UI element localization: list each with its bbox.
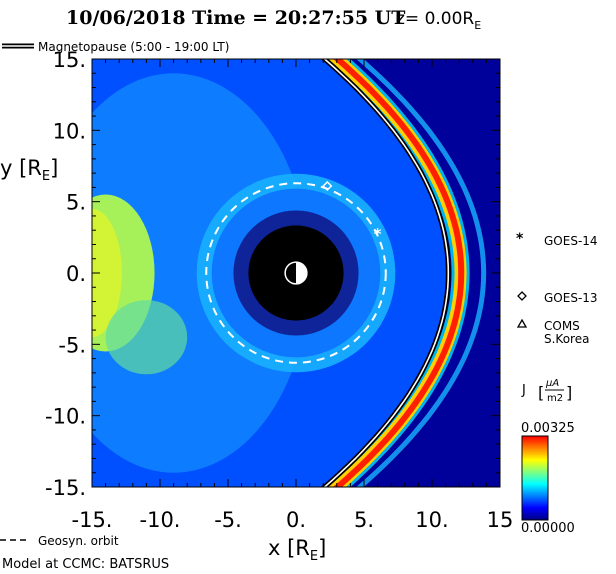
- plot-area: * -15. -10. -5. 0. 5. 10. 15 15. 10. 5. 0. -5. -10.…: [45, 48, 514, 532]
- goes13-legend: GOES-13: [517, 291, 598, 305]
- colorbar-bar: [521, 435, 549, 521]
- title-z: z= 0.00RE: [396, 9, 481, 32]
- coms-legend: COMS S.Korea: [516, 318, 589, 346]
- y-tick-label: 0.: [66, 262, 86, 286]
- satellite-legend: * GOES-14 GOES-13 COMS S.Korea: [516, 231, 598, 346]
- y-tick-label: 15.: [53, 48, 86, 72]
- goes14-label: GOES-14: [544, 234, 598, 248]
- coms-label: COMS: [544, 319, 580, 333]
- chart-title: 10/06/2018 Time = 20:27:55 UT z= 0.00RE: [66, 7, 481, 32]
- goes14-marker: *: [374, 225, 382, 243]
- y-tick-label: -10.: [45, 405, 86, 429]
- title-date: 10/06/2018: [66, 7, 186, 29]
- model-credit: Model at CCMC: BATSRUS: [2, 557, 169, 572]
- colorbar-unit-den: m2: [547, 393, 563, 404]
- earth-dayside: [296, 262, 307, 284]
- goes14-legend: * GOES-14: [516, 231, 598, 248]
- colorbar-quantity: J: [521, 383, 526, 398]
- triangle-icon: [516, 318, 528, 328]
- goes14-asterisk-icon: *: [374, 225, 382, 243]
- x-tick-labels: -15. -10. -5. 0. 5. 10. 15: [72, 508, 514, 532]
- y-tick-label: -5.: [58, 333, 86, 357]
- magnetopause-legend: Magnetopause (5:00 - 19:00 LT): [2, 40, 229, 54]
- diamond-icon: [517, 291, 527, 301]
- x-axis-label: x [RE]: [268, 536, 326, 564]
- goes13-label: GOES-13: [544, 291, 598, 305]
- colorbar-min-label: 0.00000: [521, 521, 575, 536]
- plot-content: *: [92, 59, 500, 487]
- plot-frame: [91, 58, 501, 488]
- colorbar-bracket-open: [: [538, 383, 544, 402]
- coms-label-line2: S.Korea: [544, 332, 589, 346]
- nightside-current-halo: [105, 300, 188, 375]
- colorbar-max-label: 0.00325: [521, 421, 575, 436]
- x-tick-label: 15: [487, 508, 514, 532]
- colorbar-unit-num: μA: [545, 378, 559, 389]
- title-time: Time = 20:27:55 UT: [192, 7, 405, 29]
- magnetopause-line-inner: [323, 59, 450, 487]
- y-axis-label: y [RE]: [0, 156, 58, 184]
- y-tick-labels: 15. 10. 5. 0. -5. -10. -15.: [45, 48, 86, 500]
- goes13-diamond-icon: [322, 180, 333, 192]
- x-tick-label: 0.: [286, 508, 306, 532]
- magnetopause-legend-label: Magnetopause (5:00 - 19:00 LT): [38, 40, 229, 54]
- colorbar-bracket-close: ]: [566, 383, 572, 402]
- title-z-sub: E: [474, 19, 481, 32]
- magnetosheath-region: [324, 59, 500, 487]
- geosync-legend-label: Geosyn. orbit: [38, 534, 119, 548]
- geosync-legend: Geosyn. orbit: [0, 534, 119, 548]
- asterisk-icon: *: [516, 231, 524, 247]
- y-tick-label: 10.: [53, 119, 86, 143]
- x-tick-label: -5.: [214, 508, 242, 532]
- current-band-outer: [356, 59, 487, 487]
- goes13-marker: [322, 180, 333, 192]
- title-z-main: z= 0.00R: [396, 9, 474, 29]
- x-tick-label: -15.: [72, 508, 113, 532]
- geosync-orbit: [205, 182, 387, 364]
- y-tick-label: 5.: [66, 191, 86, 215]
- x-tick-label: 10.: [415, 508, 448, 532]
- x-tick-label: 5.: [354, 508, 374, 532]
- colorbar: J [ μA m2 ] 0.00325 0.00000: [521, 378, 575, 536]
- nightside-current-core: [92, 208, 122, 338]
- y-tick-label: -15.: [45, 476, 86, 500]
- current-band-red: [332, 59, 465, 487]
- x-tick-label: -10.: [140, 508, 181, 532]
